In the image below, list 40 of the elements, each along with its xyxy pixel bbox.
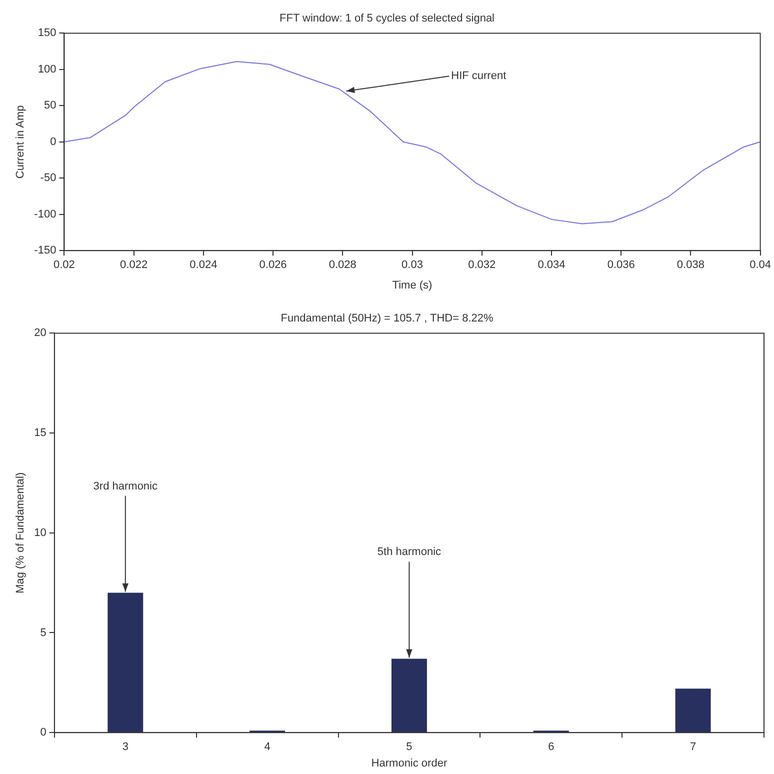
chart-title: Fundamental (50Hz) = 105.7 , THD= 8.22% (280, 312, 494, 325)
x-tick-label: 7 (690, 741, 696, 754)
x-tick-label: 0.028 (328, 259, 356, 272)
x-tick-label: 0.04 (750, 259, 772, 272)
y-tick-label: 15 (34, 427, 46, 440)
y-tick-label: 0 (50, 136, 56, 148)
y-axis-title: Current in Amp (14, 105, 27, 179)
x-tick-label: 0.036 (607, 259, 635, 272)
y-tick-label: -50 (40, 172, 56, 184)
annotation: 3rd harmonic (93, 480, 158, 492)
y-tick-label: 50 (44, 100, 56, 112)
x-tick-label: 0.034 (538, 259, 566, 272)
bar (108, 592, 144, 732)
x-axis-title: Time (s) (392, 279, 432, 292)
y-tick-label: 0 (40, 726, 46, 739)
y-tick-label: 10 (34, 526, 46, 539)
x-tick-label: 5 (406, 741, 412, 754)
annotation: 5th harmonic (377, 546, 442, 558)
x-tick-label: 0.024 (190, 259, 218, 272)
y-tick-label: 20 (34, 327, 46, 340)
x-tick-label: 0.032 (468, 259, 496, 272)
x-tick-label: 0.02 (54, 259, 75, 272)
y-tick-label: 150 (38, 27, 56, 40)
x-axis-title: Harmonic order (371, 757, 448, 770)
x-tick-label: 0.03 (402, 259, 423, 272)
annotation: HIF current (451, 70, 506, 82)
bar (675, 688, 711, 732)
y-tick-label: -150 (34, 244, 56, 257)
x-tick-label: 0.022 (120, 259, 148, 272)
x-tick-label: 0.038 (676, 259, 704, 272)
y-tick-label: 5 (40, 626, 46, 639)
chart-title: FFT window: 1 of 5 cycles of selected signal (279, 12, 495, 25)
x-tick-label: 3 (122, 741, 128, 754)
y-axis-title: Mag (% of Fundamental) (14, 472, 27, 594)
y-tick-label: -100 (34, 208, 56, 220)
x-tick-label: 6 (548, 741, 554, 754)
bar (391, 658, 427, 732)
y-tick-label: 100 (38, 63, 56, 76)
x-tick-label: 0.026 (259, 259, 287, 272)
x-tick-label: 4 (264, 741, 270, 754)
